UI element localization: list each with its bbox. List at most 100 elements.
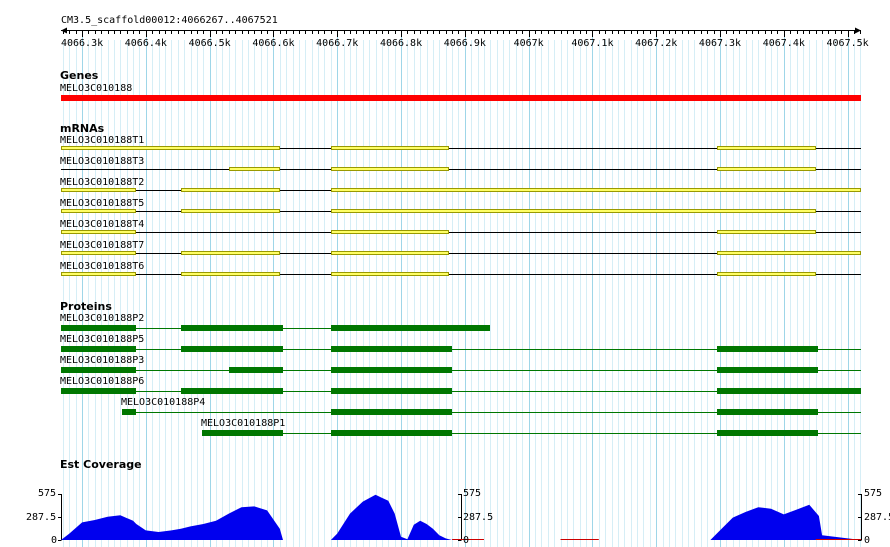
coverage-axis-min-right: 0 bbox=[864, 535, 871, 546]
gene-bar[interactable] bbox=[61, 95, 861, 101]
protein-block[interactable] bbox=[716, 388, 861, 394]
mrna-label: MELO3C010188T1 bbox=[60, 135, 145, 146]
protein-label: MELO3C010188P6 bbox=[60, 376, 145, 387]
protein-block[interactable] bbox=[61, 346, 137, 352]
mrna-exon[interactable] bbox=[330, 146, 449, 150]
protein-block[interactable] bbox=[201, 430, 283, 436]
mrna-intron-line bbox=[61, 169, 861, 170]
mrna-intron-line bbox=[61, 274, 861, 275]
mrna-exon[interactable] bbox=[716, 146, 816, 150]
protein-block[interactable] bbox=[716, 430, 818, 436]
mrna-label: MELO3C010188T4 bbox=[60, 219, 145, 230]
mrna-exon[interactable] bbox=[330, 188, 861, 192]
protein-intron-line bbox=[61, 349, 861, 350]
coverage-axis-min-mid: 0 bbox=[463, 535, 470, 546]
mrna-exon[interactable] bbox=[330, 167, 449, 171]
est-coverage-section-title: Est Coverage bbox=[60, 458, 142, 471]
protein-block[interactable] bbox=[716, 367, 818, 373]
ruler-tick-label: 4066.5k bbox=[189, 38, 231, 49]
ruler-tick-label: 4066.4k bbox=[125, 38, 167, 49]
mrna-exon[interactable] bbox=[716, 230, 816, 234]
mrna-exon[interactable] bbox=[61, 251, 137, 255]
mrna-label: MELO3C010188T7 bbox=[60, 240, 145, 251]
protein-label: MELO3C010188P2 bbox=[60, 313, 145, 324]
mrna-exon[interactable] bbox=[330, 209, 816, 213]
protein-block[interactable] bbox=[121, 409, 137, 415]
coverage-axis-max-mid: 575 bbox=[463, 488, 482, 499]
coverage-axis-mid-right: 287.5 bbox=[864, 512, 890, 523]
protein-block[interactable] bbox=[330, 388, 453, 394]
protein-block[interactable] bbox=[61, 388, 137, 394]
mrna-exon[interactable] bbox=[716, 272, 816, 276]
protein-label: MELO3C010188P1 bbox=[201, 418, 286, 429]
ruler-tick-label: 4067.5k bbox=[827, 38, 869, 49]
mrna-exon[interactable] bbox=[180, 251, 280, 255]
mrna-exon[interactable] bbox=[61, 209, 137, 213]
protein-block[interactable] bbox=[180, 388, 283, 394]
protein-block[interactable] bbox=[330, 325, 491, 331]
coverage-axis-min-left: 0 bbox=[51, 535, 58, 546]
ruler-tick-label: 4067k bbox=[514, 38, 544, 49]
protein-block[interactable] bbox=[180, 346, 283, 352]
protein-block[interactable] bbox=[330, 346, 453, 352]
mrna-intron-line bbox=[61, 148, 861, 149]
mrna-exon[interactable] bbox=[716, 167, 816, 171]
ruler-tick-label: 4066.7k bbox=[316, 38, 358, 49]
mrna-exon[interactable] bbox=[180, 209, 280, 213]
protein-block[interactable] bbox=[61, 325, 137, 331]
ruler-tick-label: 4066.6k bbox=[252, 38, 294, 49]
protein-label: MELO3C010188P3 bbox=[60, 355, 145, 366]
coverage-axis-mid-left: 287.5 bbox=[26, 512, 57, 523]
coverage-axis-mid-mid: 287.5 bbox=[463, 512, 494, 523]
ruler-tick-label: 4067.3k bbox=[699, 38, 741, 49]
mrna-exon[interactable] bbox=[180, 188, 280, 192]
mrna-exon[interactable] bbox=[716, 251, 861, 255]
mrna-exon[interactable] bbox=[228, 167, 280, 171]
protein-block[interactable] bbox=[330, 409, 453, 415]
ruler-tick-label: 4066.8k bbox=[380, 38, 422, 49]
ruler-tick-label: 4067.1k bbox=[571, 38, 613, 49]
mrna-exon[interactable] bbox=[330, 272, 449, 276]
mrna-label: MELO3C010188T3 bbox=[60, 156, 145, 167]
ruler-right-arrow bbox=[855, 27, 861, 34]
mrna-intron-line bbox=[61, 253, 861, 254]
ruler-tick-label: 4066.3k bbox=[61, 38, 103, 49]
proteins-section-title: Proteins bbox=[60, 300, 112, 313]
ruler-tick-label: 4067.2k bbox=[635, 38, 677, 49]
ruler-title: CM3.5_scaffold00012:4066267..4067521 bbox=[61, 15, 278, 26]
mrna-exon[interactable] bbox=[61, 272, 137, 276]
mrna-exon[interactable] bbox=[330, 230, 449, 234]
protein-intron-line bbox=[61, 370, 861, 371]
mrna-label: MELO3C010188T6 bbox=[60, 261, 145, 272]
protein-block[interactable] bbox=[180, 325, 283, 331]
coordinate-ruler: 4066.3k 4066.4k 4066.5k 4066.6k 4066.7k 4066.… bbox=[61, 27, 869, 49]
ruler-tick-label: 4067.4k bbox=[763, 38, 805, 49]
mrnas-section-title: mRNAs bbox=[60, 122, 105, 135]
protein-intron-line bbox=[201, 433, 861, 434]
protein-intron-line bbox=[61, 391, 861, 392]
protein-block[interactable] bbox=[716, 409, 818, 415]
mrna-exon[interactable] bbox=[61, 230, 137, 234]
mrna-exon[interactable] bbox=[180, 272, 280, 276]
mrna-exon[interactable] bbox=[61, 146, 280, 150]
protein-block[interactable] bbox=[330, 367, 453, 373]
protein-label: MELO3C010188P4 bbox=[121, 397, 206, 408]
ruler-tick-label: 4066.9k bbox=[444, 38, 486, 49]
coverage-axis-max-right: 575 bbox=[864, 488, 883, 499]
coverage-axis-max-left: 575 bbox=[38, 488, 57, 499]
protein-intron-line bbox=[121, 412, 861, 413]
gene-label: MELO3C010188 bbox=[60, 83, 133, 94]
est-coverage-chart bbox=[58, 494, 862, 541]
protein-block[interactable] bbox=[716, 346, 818, 352]
protein-label: MELO3C010188P5 bbox=[60, 334, 145, 345]
protein-block[interactable] bbox=[330, 430, 453, 436]
mrna-label: MELO3C010188T5 bbox=[60, 198, 145, 209]
protein-block[interactable] bbox=[228, 367, 283, 373]
protein-block[interactable] bbox=[61, 367, 137, 373]
mrna-exon[interactable] bbox=[330, 251, 449, 255]
genes-section-title: Genes bbox=[60, 69, 99, 82]
mrna-label: MELO3C010188T2 bbox=[60, 177, 145, 188]
mrna-intron-line bbox=[61, 232, 861, 233]
mrna-exon[interactable] bbox=[61, 188, 137, 192]
